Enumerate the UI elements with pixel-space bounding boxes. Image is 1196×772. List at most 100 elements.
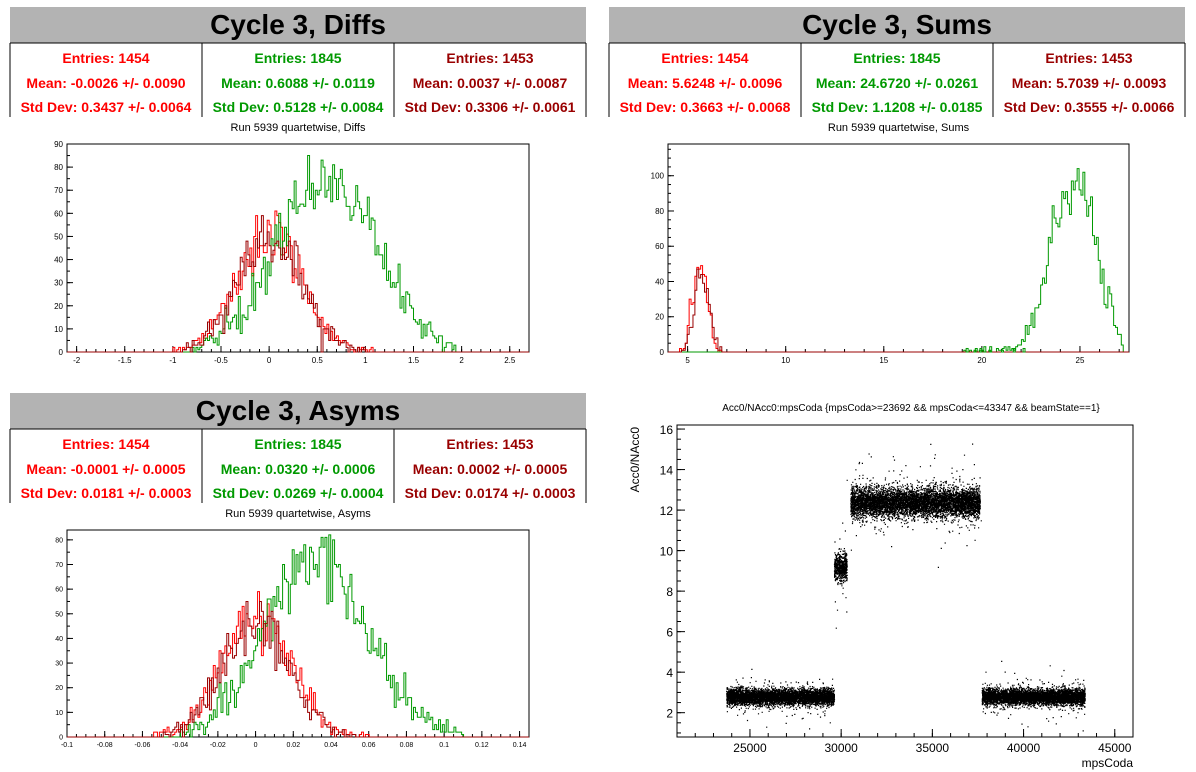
stat-std: Std Dev: 0.0181 +/- 0.0003 — [21, 485, 192, 501]
panel-header-2: Cycle 3, Sums Entries: 1454 Mean: 5.6248 +… — [608, 7, 1186, 117]
stat-mean: Mean: -0.0001 +/- 0.0005 — [26, 461, 185, 477]
y-tick-label: 80 — [55, 537, 63, 544]
title-bar — [10, 393, 586, 429]
stat-entries: Entries: 1453 — [446, 436, 533, 452]
green-tail-bin — [973, 349, 977, 353]
histogram-chart-2: 5 10 15 20 25 0 20 40 60 80 100 — [651, 143, 1130, 365]
y-tick-label: 40 — [655, 277, 664, 286]
x-tick-label: -0.02 — [210, 742, 226, 749]
x-tick-label: -0.1 — [61, 742, 73, 749]
x-tick-label: 0.02 — [286, 742, 300, 749]
panel-title: Cycle 3, Diffs — [210, 9, 386, 40]
y-tick-label: 70 — [54, 186, 63, 195]
x-tick-label: -1.5 — [118, 356, 132, 365]
histogram-series-green — [67, 155, 529, 353]
stat-std: Std Dev: 0.3437 +/- 0.0064 — [21, 99, 192, 115]
x-tick-label: 0 — [267, 356, 272, 365]
title-bar — [10, 7, 586, 43]
x-tick-label: 0.08 — [400, 742, 414, 749]
y-tick-label: 0 — [660, 348, 665, 357]
histogram-series-green — [67, 534, 529, 738]
stat-entries: Entries: 1845 — [254, 436, 341, 452]
plot-subtitle: Acc0/NAcc0:mpsCoda {mpsCoda>=23692 && mp… — [722, 403, 1100, 414]
stat-mean: Mean: 24.6720 +/- 0.0261 — [816, 75, 978, 91]
stat-mean: Mean: -0.0026 +/- 0.0090 — [26, 75, 185, 91]
plot-frame — [66, 529, 530, 738]
stat-std: Std Dev: 0.0269 +/- 0.0004 — [213, 485, 384, 501]
y-tick-label: 16 — [660, 423, 674, 437]
stat-entries: Entries: 1453 — [1045, 50, 1132, 66]
y-tick-label: 40 — [55, 636, 63, 643]
histogram-series-red — [67, 591, 529, 738]
x-tick-label: 25 — [1076, 356, 1085, 365]
x-tick-label: -0.08 — [97, 742, 113, 749]
y-tick-label: 14 — [660, 464, 674, 478]
histogram-series-darkred — [67, 215, 529, 353]
y-tick-label: 20 — [55, 685, 63, 692]
green-tail-bin — [983, 346, 987, 353]
green-tail-bin — [989, 346, 993, 353]
y-tick-label: 80 — [54, 163, 63, 172]
y-tick-label: 12 — [660, 504, 674, 518]
y-tick-label: 50 — [54, 232, 63, 241]
y-tick-label: 0 — [59, 735, 63, 742]
stat-mean: Mean: 0.0002 +/- 0.0005 — [413, 461, 568, 477]
x-tick-label: -0.06 — [134, 742, 150, 749]
histogram-chart-1: -2 -1.5 -1 -0.5 0 0.5 1 1.5 2 2.5 0 10 20 30 40 50 60 70 8… — [54, 140, 530, 365]
x-tick-label: 5 — [685, 356, 690, 365]
scatter-chart: 25000 30000 35000 40000 45000 2 4 6 8 10 12 14 16 mps… — [628, 423, 1134, 770]
stat-entries: Entries: 1454 — [62, 50, 149, 66]
green-tail-bin — [965, 347, 969, 353]
x-tick-label: 0.04 — [324, 742, 338, 749]
stat-entries: Entries: 1454 — [661, 50, 748, 66]
green-tail-bin — [1000, 349, 1004, 353]
x-tick-label: 30000 — [824, 741, 858, 755]
stat-mean: Mean: 0.0320 +/- 0.0006 — [221, 461, 376, 477]
stat-std: Std Dev: 0.5128 +/- 0.0084 — [213, 99, 384, 115]
x-tick-label: 45000 — [1098, 741, 1132, 755]
x-tick-label: 0.12 — [475, 742, 489, 749]
y-tick-label: 10 — [55, 710, 63, 717]
y-tick-label: 30 — [54, 279, 63, 288]
x-tick-label: -0.04 — [172, 742, 188, 749]
histogram-chart-3: -0.1 -0.08 -0.06 -0.04 -0.02 0 0.02 0.04 0.06 0.0… — [55, 529, 530, 749]
panel-header-3: Cycle 3, Asyms Entries: 1454 Mean: -0.0001… — [9, 393, 587, 503]
stat-entries: Entries: 1845 — [853, 50, 940, 66]
y-tick-label: 80 — [655, 207, 664, 216]
x-tick-label: 40000 — [1007, 741, 1041, 755]
histogram-series-red — [668, 265, 1129, 353]
stat-mean: Mean: 5.7039 +/- 0.0093 — [1012, 75, 1167, 91]
x-tick-label: 20 — [977, 356, 986, 365]
stat-std: Std Dev: 0.3555 +/- 0.0066 — [1004, 99, 1175, 115]
stat-std: Std Dev: 0.0174 +/- 0.0003 — [405, 485, 576, 501]
stat-entries: Entries: 1454 — [62, 436, 149, 452]
x-tick-label: 25000 — [733, 741, 767, 755]
x-tick-label: 0.06 — [362, 742, 376, 749]
stat-std: Std Dev: 0.3306 +/- 0.0061 — [405, 99, 576, 115]
green-tail-bin — [1012, 347, 1016, 353]
plot-subtitle: Run 5939 quartetwise, Sums — [828, 122, 970, 134]
stat-mean: Mean: 0.0037 +/- 0.0087 — [413, 75, 568, 91]
y-tick-label: 6 — [666, 626, 673, 640]
x-tick-label: 0.5 — [312, 356, 324, 365]
y-tick-label: 20 — [54, 302, 63, 311]
y-tick-label: 100 — [651, 172, 665, 181]
y-tick-label: 10 — [54, 325, 63, 334]
stat-std: Std Dev: 1.1208 +/- 0.0185 — [812, 99, 983, 115]
y-tick-label: 10 — [660, 545, 674, 559]
y-tick-label: 70 — [55, 562, 63, 569]
histogram-series-green-tail — [965, 346, 1026, 353]
y-tick-label: 90 — [54, 140, 63, 149]
y-tick-label: 60 — [55, 587, 63, 594]
x-tick-label: 10 — [781, 356, 790, 365]
y-tick-label: 2 — [666, 707, 673, 721]
stat-entries: Entries: 1453 — [446, 50, 533, 66]
stat-mean: Mean: 0.6088 +/- 0.0119 — [221, 75, 375, 91]
histogram-series-green — [668, 168, 1129, 353]
x-tick-label: 1 — [363, 356, 368, 365]
stat-mean: Mean: 5.6248 +/- 0.0096 — [628, 75, 783, 91]
y-tick-label: 30 — [55, 661, 63, 668]
x-tick-label: 2.5 — [504, 356, 516, 365]
histogram-series-darkred — [67, 600, 529, 738]
